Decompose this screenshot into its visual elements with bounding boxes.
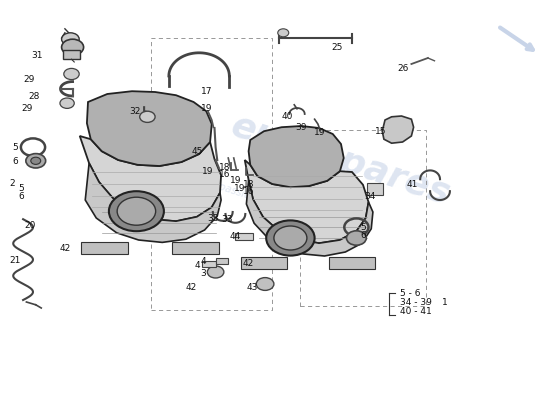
Bar <box>329 257 375 269</box>
Text: 4: 4 <box>194 262 200 270</box>
Bar <box>235 233 253 240</box>
Text: 2: 2 <box>9 179 15 188</box>
Text: 21: 21 <box>10 256 21 265</box>
Text: 26: 26 <box>397 64 408 73</box>
Text: a passion for parts, since 1985: a passion for parts, since 1985 <box>208 178 364 238</box>
Text: 19: 19 <box>234 184 245 193</box>
Text: 19: 19 <box>201 104 212 113</box>
Text: 6: 6 <box>13 158 18 166</box>
Bar <box>151 38 272 310</box>
Bar <box>202 261 216 267</box>
Bar <box>241 257 287 269</box>
Bar <box>172 242 219 254</box>
Text: 5: 5 <box>18 184 24 193</box>
Polygon shape <box>85 163 221 242</box>
Text: 1: 1 <box>442 298 447 307</box>
Polygon shape <box>382 116 414 143</box>
Circle shape <box>140 111 155 122</box>
Circle shape <box>274 226 307 250</box>
Circle shape <box>207 266 224 278</box>
Circle shape <box>278 29 289 37</box>
Circle shape <box>117 197 156 225</box>
Text: 34 - 39: 34 - 39 <box>400 298 432 307</box>
Text: 34: 34 <box>364 192 375 201</box>
Text: 3: 3 <box>201 270 206 278</box>
Circle shape <box>64 68 79 80</box>
Text: 28: 28 <box>29 92 40 101</box>
Circle shape <box>62 33 79 46</box>
Polygon shape <box>245 160 368 243</box>
Bar <box>216 258 228 264</box>
Polygon shape <box>246 180 373 256</box>
Text: 19: 19 <box>315 128 326 137</box>
Circle shape <box>109 191 164 231</box>
Text: 17: 17 <box>201 87 212 96</box>
Circle shape <box>346 231 366 245</box>
Text: 41: 41 <box>407 180 418 189</box>
Text: 29: 29 <box>23 76 34 84</box>
Text: eurospares: eurospares <box>227 108 455 212</box>
Circle shape <box>266 220 315 256</box>
Text: 19: 19 <box>230 176 241 185</box>
Text: 32: 32 <box>129 107 140 116</box>
Circle shape <box>256 278 274 290</box>
Text: 40 - 41: 40 - 41 <box>400 307 432 316</box>
Bar <box>300 130 426 306</box>
Bar <box>81 242 128 254</box>
Text: 19: 19 <box>202 167 213 176</box>
Circle shape <box>26 154 46 168</box>
Text: 18: 18 <box>243 180 254 189</box>
Text: 44: 44 <box>230 232 241 241</box>
Text: 20: 20 <box>25 222 36 230</box>
Polygon shape <box>80 136 221 221</box>
Text: 39: 39 <box>296 123 307 132</box>
Text: 15: 15 <box>375 127 386 136</box>
Text: 33: 33 <box>208 214 219 222</box>
Text: 16: 16 <box>243 187 254 196</box>
Polygon shape <box>87 91 212 166</box>
Text: 31: 31 <box>31 51 42 60</box>
Circle shape <box>31 157 41 164</box>
Text: 33: 33 <box>221 215 232 224</box>
Text: 45: 45 <box>191 148 202 156</box>
Text: 5: 5 <box>360 223 366 232</box>
Text: 29: 29 <box>22 104 33 113</box>
Text: 5 - 6: 5 - 6 <box>400 289 421 298</box>
Text: 43: 43 <box>246 284 257 292</box>
Text: 40: 40 <box>282 112 293 121</box>
Text: 42: 42 <box>59 244 70 253</box>
Text: 4: 4 <box>201 257 206 266</box>
Text: 6: 6 <box>18 192 24 201</box>
Text: 5: 5 <box>13 143 18 152</box>
Text: 18: 18 <box>219 163 230 172</box>
Text: 16: 16 <box>219 170 230 178</box>
Polygon shape <box>249 126 344 187</box>
Bar <box>63 50 80 59</box>
Circle shape <box>62 39 84 55</box>
Text: 42: 42 <box>186 283 197 292</box>
Circle shape <box>60 98 74 108</box>
Text: 42: 42 <box>243 259 254 268</box>
Text: 25: 25 <box>331 43 342 52</box>
Bar <box>367 183 383 195</box>
Text: 6: 6 <box>360 231 366 240</box>
